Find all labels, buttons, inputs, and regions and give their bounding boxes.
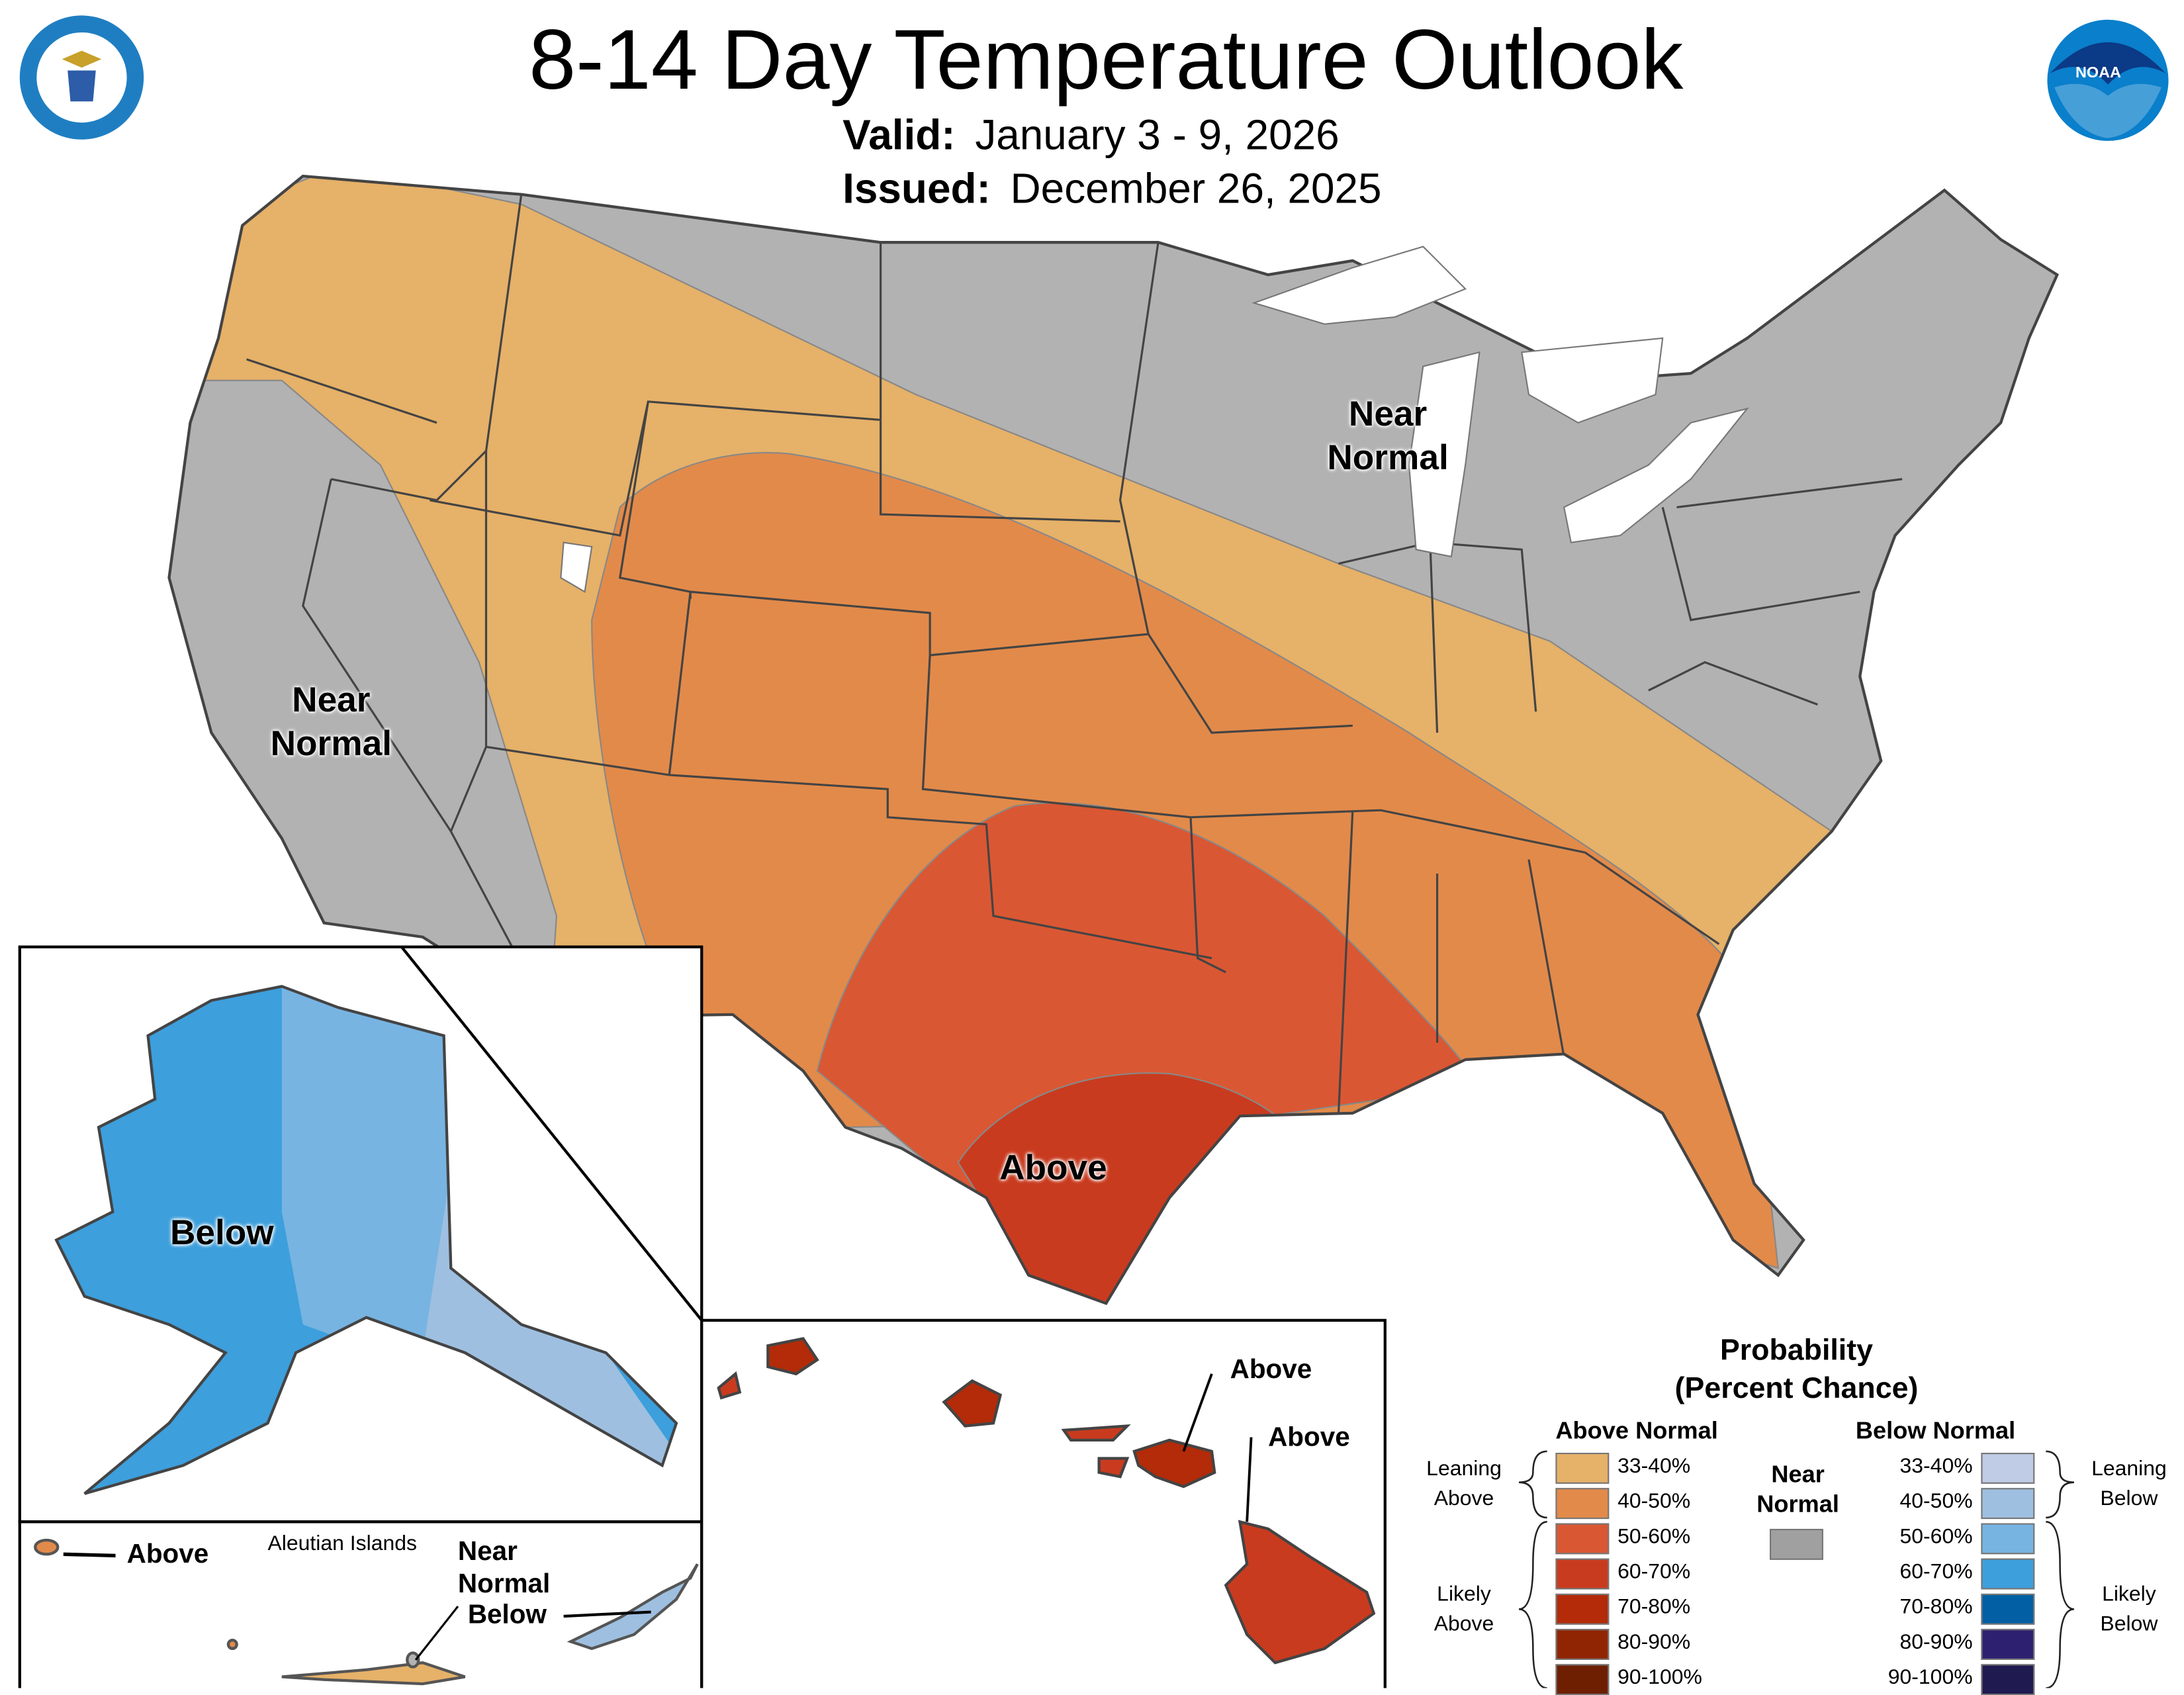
above-range-label: 40-50% <box>1617 1489 1691 1514</box>
great-lakes-near-normal-label: Near Normal <box>1327 394 1449 478</box>
aleutian-above-label: Above <box>126 1539 209 1570</box>
aleutian-islands-title: Aleutian Islands <box>267 1532 417 1556</box>
above-swatch <box>1555 1488 1610 1520</box>
valid-value: January 3 - 9, 2026 <box>975 113 1340 160</box>
state-borders <box>246 194 1903 1113</box>
below-swatch <box>1981 1523 2035 1555</box>
below-range-label: 80-90% <box>1899 1630 1973 1655</box>
hawaii-above-label-1: Above <box>1230 1355 1312 1385</box>
great-salt-lake <box>560 541 593 593</box>
aleutian-below-label: Below <box>467 1600 547 1631</box>
below-range-label: 60-70% <box>1899 1559 1973 1584</box>
below-range-label: 40-50% <box>1899 1489 1973 1514</box>
above-swatch <box>1555 1452 1610 1484</box>
likely-above-label: Likely Above <box>1433 1582 1494 1636</box>
above-swatch <box>1555 1629 1610 1660</box>
above-range-label: 90-100% <box>1617 1665 1702 1690</box>
alaska-below-label: Below <box>169 1213 274 1253</box>
aleutian-inset-frame <box>18 1520 704 1688</box>
noaa-logo-text: NOAA <box>2075 64 2121 82</box>
near-normal-label: Near Normal <box>1756 1461 1839 1518</box>
leaning-above-label: Leaning Above <box>1426 1457 1502 1511</box>
below-swatch <box>1981 1558 2035 1590</box>
above-range-label: 33-40% <box>1617 1454 1691 1479</box>
below-swatch <box>1981 1488 2035 1520</box>
above-range-label: 60-70% <box>1617 1559 1691 1584</box>
leaning-below-label: Leaning Below <box>2091 1457 2167 1511</box>
above-normal-header: Above Normal <box>1555 1417 1718 1445</box>
legend-title: Probability (Percent Chance) <box>1674 1334 1919 1405</box>
south-above-label: Above <box>999 1148 1107 1188</box>
below-swatch <box>1981 1593 2035 1625</box>
below-normal-header: Below Normal <box>1855 1417 2016 1445</box>
legend: Probability (Percent Chance) Above Normal… <box>1409 1324 2184 1695</box>
valid-dates: Valid: January 3 - 9, 2026 <box>842 113 1340 160</box>
west-near-normal-label: Near Normal <box>270 680 392 764</box>
hawaii-islands <box>717 1337 1376 1665</box>
below-swatch <box>1981 1629 2035 1660</box>
below-swatch <box>1981 1664 2035 1695</box>
issued-label: Issued: <box>842 166 991 213</box>
above-swatch <box>1555 1593 1610 1625</box>
issued-date: Issued: December 26, 2025 <box>842 166 1381 214</box>
near-normal-swatch <box>1770 1528 1823 1560</box>
above-range-label: 50-60% <box>1617 1524 1691 1549</box>
below-range-label: 33-40% <box>1899 1454 1973 1479</box>
above-swatch <box>1555 1523 1610 1555</box>
aleutian-islands <box>34 1538 699 1686</box>
below-range-label: 50-60% <box>1899 1524 1973 1549</box>
great-lakes <box>1251 246 1749 558</box>
below-range-label: 90-100% <box>1888 1665 1973 1690</box>
valid-label: Valid: <box>842 113 956 160</box>
legend-braces <box>1518 1450 2075 1688</box>
above-swatch <box>1555 1664 1610 1695</box>
aleutian-near-normal-label: Near Normal <box>457 1537 551 1600</box>
above-range-label: 70-80% <box>1617 1595 1691 1620</box>
department-of-commerce-seal <box>19 15 144 140</box>
likely-below-label: Likely Below <box>2100 1582 2158 1636</box>
alaska-outline <box>54 985 678 1495</box>
conus-map <box>169 176 2058 1304</box>
hawaii-above-label-2: Above <box>1268 1423 1350 1453</box>
above-range-label: 80-90% <box>1617 1630 1691 1655</box>
issued-value: December 26, 2025 <box>1010 166 1382 213</box>
below-swatch <box>1981 1452 2035 1484</box>
hawaii-inset-frame <box>700 1318 1387 1688</box>
noaa-logo <box>2047 19 2169 141</box>
inset-connector-line <box>400 946 703 1322</box>
below-range-label: 70-80% <box>1899 1595 1973 1620</box>
page-title: 8-14 Day Temperature Outlook <box>529 13 1684 107</box>
above-swatch <box>1555 1558 1610 1590</box>
